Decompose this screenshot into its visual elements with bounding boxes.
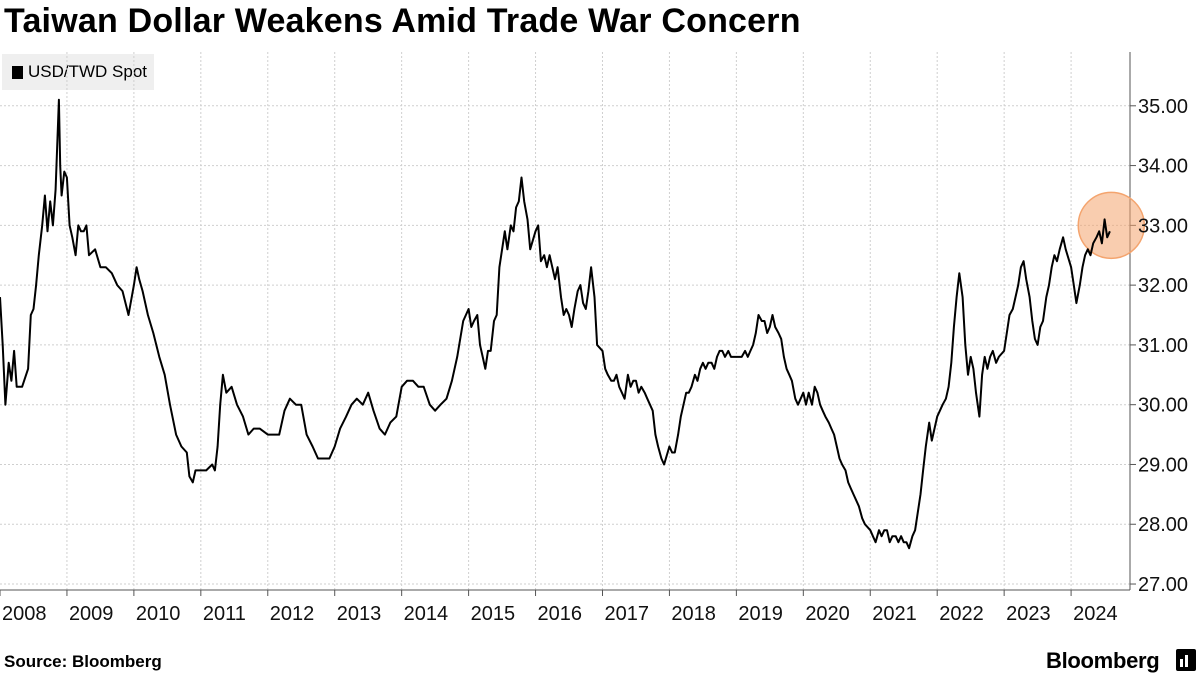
y-tick-label: 32.00 — [1138, 275, 1188, 297]
y-tick-label: 35.00 — [1138, 96, 1188, 118]
x-tick-label: 2016 — [538, 603, 583, 625]
x-tick-label: 2008 — [2, 603, 47, 625]
y-tick-label: 30.00 — [1138, 395, 1188, 417]
y-tick-label: 28.00 — [1138, 514, 1188, 536]
legend-swatch — [12, 66, 23, 79]
x-tick-label: 2013 — [337, 603, 382, 625]
x-tick-label: 2012 — [270, 603, 315, 625]
source-note: Source: Bloomberg — [4, 652, 162, 671]
x-tick-label: 2023 — [1006, 603, 1051, 625]
x-tick-label: 2011 — [203, 603, 246, 625]
x-tick-label: 2019 — [738, 603, 783, 625]
x-tick-label: 2024 — [1073, 603, 1118, 625]
x-tick-label: 2020 — [805, 603, 850, 625]
axis-layer — [0, 52, 1136, 596]
grid-layer — [0, 52, 1130, 590]
line-chart: 2008 2009 2010 2011 2012 2013 2014 2015 2016 2017… — [0, 52, 1188, 625]
x-tick-label: 2017 — [604, 603, 649, 625]
x-tick-label: 2018 — [671, 603, 716, 625]
x-tick-layer: 2008 2009 2010 2011 2012 2013 2014 2015 2016 2017… — [2, 603, 1118, 625]
series-layer — [0, 98, 1111, 550]
x-tick-label: 2015 — [471, 603, 516, 625]
bloomberg-chart-icon — [1176, 649, 1196, 671]
x-tick-label: 2022 — [939, 603, 984, 625]
y-tick-label: 27.00 — [1138, 574, 1188, 596]
y-tick-label: 34.00 — [1138, 156, 1188, 178]
x-tick-label: 2010 — [136, 603, 181, 625]
y-tick-label: 33.00 — [1138, 215, 1188, 237]
x-tick-label: 2009 — [69, 603, 114, 625]
y-tick-layer: 27.00 28.00 29.00 30.00 31.00 32.00 33.00 34.00… — [1138, 96, 1188, 596]
legend-label: USD/TWD Spot — [28, 62, 148, 81]
y-tick-label: 29.00 — [1138, 454, 1188, 476]
legend: USD/TWD Spot — [2, 54, 154, 90]
y-tick-label: 31.00 — [1138, 335, 1188, 357]
bloomberg-logo: Bloomberg — [1046, 648, 1160, 673]
series-line-usd-twd — [0, 98, 1111, 550]
x-tick-label: 2014 — [404, 603, 449, 625]
chart-title: Taiwan Dollar Weakens Amid Trade War Con… — [4, 2, 801, 40]
x-tick-label: 2021 — [872, 603, 917, 625]
